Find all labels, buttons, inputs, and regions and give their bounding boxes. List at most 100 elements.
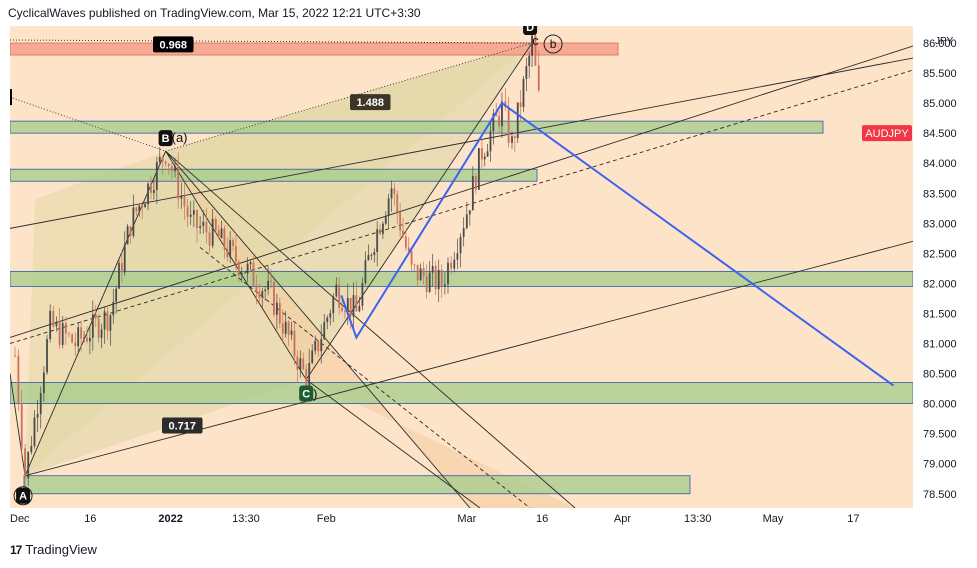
candle-body xyxy=(373,252,376,255)
candle-body xyxy=(189,214,192,217)
candle-body xyxy=(410,250,413,265)
price-tick-label: 79.500 xyxy=(923,429,957,441)
time-tick-label: Feb xyxy=(317,513,336,525)
candle-body xyxy=(416,264,419,281)
candle xyxy=(332,293,335,322)
fib-0717-label-text: 0.717 xyxy=(168,420,196,432)
candle xyxy=(522,75,525,113)
candle-body xyxy=(278,302,281,324)
candle-body xyxy=(103,311,106,330)
candle-body xyxy=(489,131,492,152)
chart-canvas[interactable]: 0.968 1.488 0.717 A B C D (a)) c b AUDJPY xyxy=(10,26,913,508)
dotted-top-line xyxy=(10,39,533,44)
candle xyxy=(214,216,217,234)
candle xyxy=(183,181,186,220)
candle xyxy=(220,220,223,239)
candle xyxy=(150,176,152,200)
candle xyxy=(352,282,355,328)
candle xyxy=(480,139,483,169)
candle-body xyxy=(516,102,519,139)
wave-sub-b-ring xyxy=(543,34,563,54)
candle xyxy=(55,316,58,332)
price-zone-green xyxy=(10,270,913,287)
candle xyxy=(80,320,83,352)
candle xyxy=(118,258,120,289)
candle-body xyxy=(364,260,367,284)
left-edge-marker xyxy=(10,89,12,106)
candle-body xyxy=(513,136,516,139)
candle xyxy=(103,307,106,344)
time-tick-label: Dec xyxy=(10,513,30,525)
candle-body xyxy=(49,310,52,340)
candle-body xyxy=(413,264,416,266)
candle-body xyxy=(52,310,55,327)
tradingview-branding[interactable]: 17 TradingView xyxy=(10,542,97,557)
candle-body xyxy=(42,372,45,394)
candle xyxy=(393,183,396,206)
candle-body xyxy=(287,321,290,335)
candle xyxy=(431,253,434,287)
candle xyxy=(296,350,299,383)
candle xyxy=(226,237,229,262)
candle-body xyxy=(425,276,428,292)
candle xyxy=(205,208,208,244)
candle-body xyxy=(341,307,343,312)
candle xyxy=(33,410,36,449)
candle-body xyxy=(335,284,338,297)
time-axis[interactable]: Dec 16 2022 13:30 Feb Mar 16 Apr 13:30 May 17 xyxy=(10,508,913,528)
candle-body xyxy=(150,183,152,193)
candle-body xyxy=(402,230,404,237)
candle-body xyxy=(135,207,138,212)
label-layer: 0.968 1.488 0.717 A B C D (a)) c b AUDJPY xyxy=(10,26,912,506)
price-tick-label: 86.000 xyxy=(923,38,957,50)
candle-body xyxy=(17,355,20,404)
candle-body xyxy=(46,339,48,373)
candle-layer xyxy=(14,26,540,491)
time-tick-label: May xyxy=(763,513,784,525)
candle xyxy=(443,272,446,295)
candle xyxy=(174,158,176,178)
price-tick-label: 80.000 xyxy=(923,399,957,411)
candle xyxy=(344,306,346,319)
candle-body xyxy=(141,205,144,208)
candle-body xyxy=(161,156,164,162)
price-chart[interactable]: 0.968 1.488 0.717 A B C D (a)) c b AUDJPY xyxy=(10,26,913,508)
candle-body xyxy=(243,272,246,274)
time-tick-label: 17 xyxy=(847,513,859,525)
candle xyxy=(396,190,399,225)
candle xyxy=(83,330,85,343)
candle-body xyxy=(317,340,320,352)
price-tick-label: 80.500 xyxy=(923,369,957,381)
candle-body xyxy=(132,207,135,236)
candle xyxy=(290,321,293,340)
candle xyxy=(49,304,52,343)
price-tick-label: 82.500 xyxy=(923,248,957,260)
price-tick-label: 85.000 xyxy=(923,98,957,110)
candle xyxy=(14,347,16,358)
price-axis[interactable]: 86.000 85.500 85.000 84.500 84.000 83.500 83.0… xyxy=(913,26,977,508)
candle-body xyxy=(252,262,255,286)
wave-a-point-text: A xyxy=(19,491,27,503)
price-tick-label: 78.500 xyxy=(923,489,957,501)
candle xyxy=(407,237,410,254)
candle-body xyxy=(299,358,302,370)
candle-body xyxy=(205,221,208,233)
candle-body xyxy=(261,291,264,298)
candle-body xyxy=(468,210,471,215)
symbol-badge-box xyxy=(862,125,912,142)
candle-body xyxy=(326,317,329,323)
candle-body xyxy=(155,162,158,190)
candle xyxy=(329,309,332,326)
candle xyxy=(437,259,440,303)
candle xyxy=(211,209,214,249)
candle-body xyxy=(229,240,232,258)
candle xyxy=(217,225,220,239)
price-zone-green xyxy=(10,382,913,405)
candle xyxy=(367,244,370,261)
candle xyxy=(71,333,74,344)
candle-body xyxy=(192,210,195,215)
candle xyxy=(376,221,379,267)
candle xyxy=(89,326,91,355)
candle xyxy=(199,216,202,234)
candle xyxy=(335,277,338,298)
